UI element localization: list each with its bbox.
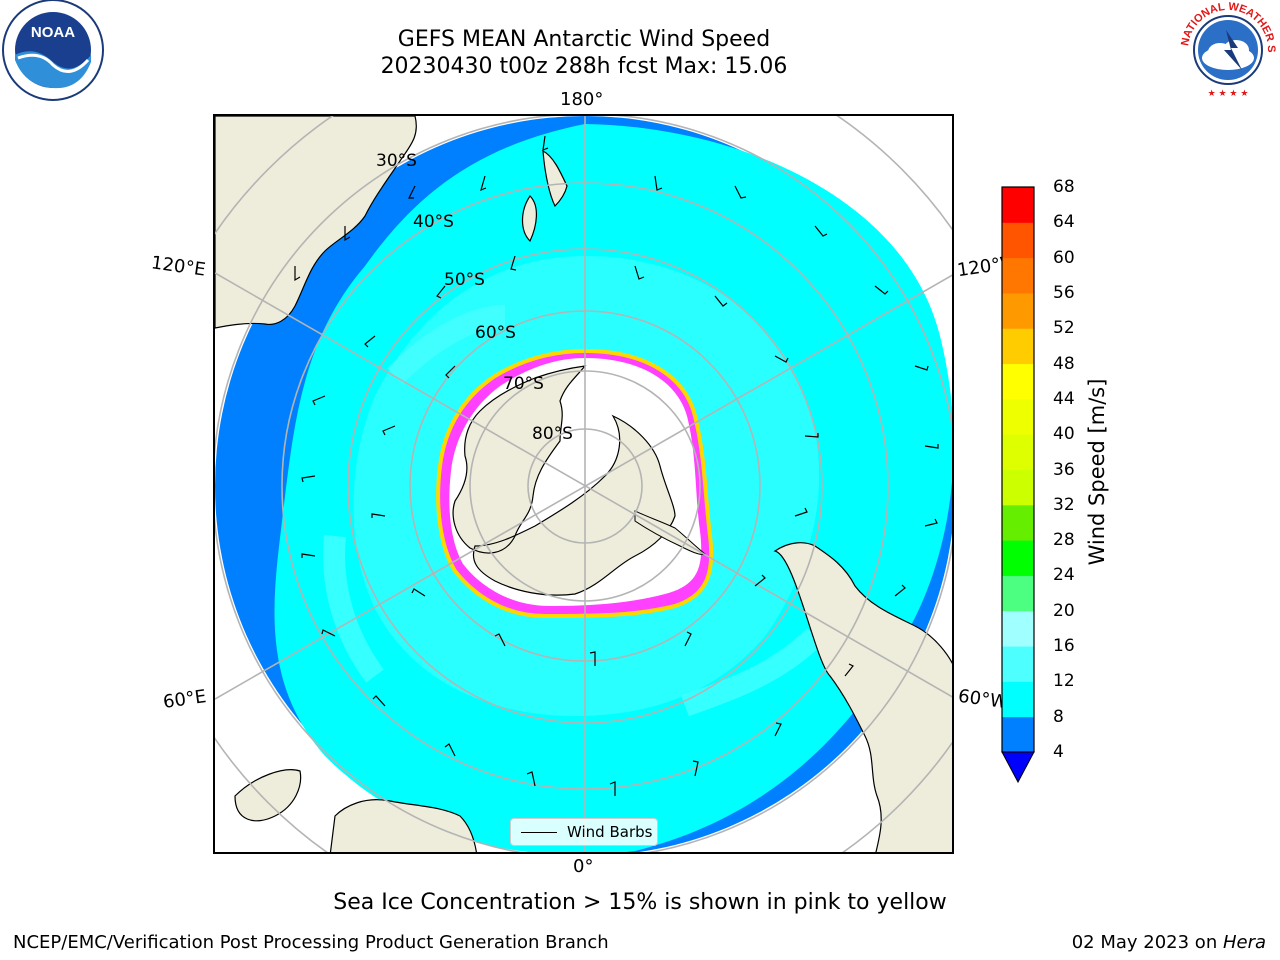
legend-line-swatch	[521, 831, 557, 833]
sea-ice-note: Sea Ice Concentration > 15% is shown in …	[333, 890, 947, 915]
colorbar-bin-56-60	[1002, 257, 1034, 294]
colorbar-tick-64: 64	[1053, 212, 1075, 233]
map-svg	[215, 116, 952, 852]
colorbar-bin-32-36	[1002, 469, 1034, 506]
wind-barbs	[294, 135, 939, 796]
footer-date: 02 May 2023 on Hera	[1072, 932, 1266, 953]
madagascar-land	[234, 769, 302, 822]
colorbar-bin-20-24	[1002, 575, 1034, 612]
antarctica-layer	[436, 348, 714, 619]
lon-label-bottom: 0°	[573, 856, 594, 877]
noaa-logo-text: NOAA	[31, 24, 75, 41]
colorbar-tick-68: 68	[1053, 177, 1075, 197]
lat-label-50s: 50°S	[444, 270, 485, 290]
map-legend: Wind Barbs	[510, 818, 658, 846]
colorbar-tick-28: 28	[1053, 530, 1075, 551]
footer-date-text: 02 May 2023 on	[1071, 932, 1223, 953]
lat-label-70s: 70°S	[503, 374, 544, 394]
meridian-120-300	[215, 274, 952, 700]
footer-credit: NCEP/EMC/Verification Post Processing Pr…	[13, 932, 609, 953]
colorbar-bin-16-20	[1002, 610, 1034, 647]
colorbar	[1001, 186, 1035, 784]
colorbar-tick-8: 8	[1053, 706, 1064, 727]
colorbar-tick-32: 32	[1053, 494, 1075, 515]
colorbar-bin-24-28	[1002, 540, 1034, 576]
colorbar-tick-20: 20	[1053, 600, 1075, 621]
colorbar-tick-48: 48	[1053, 353, 1075, 374]
colorbar-bin-28-32	[1002, 504, 1034, 541]
colorbar-bin-12-16	[1002, 646, 1034, 682]
colorbar-tick-12: 12	[1053, 671, 1075, 692]
legend-label-wind-barbs: Wind Barbs	[567, 823, 653, 841]
colorbar-bins	[1002, 187, 1034, 753]
colorbar-tick-16: 16	[1053, 636, 1075, 657]
colorbar-tick-44: 44	[1053, 388, 1075, 409]
lon-label-top: 180°	[560, 89, 604, 110]
lon-label-upper-left: 120°E	[149, 252, 207, 281]
colorbar-tick-52: 52	[1053, 318, 1075, 339]
colorbar-bin-8-12	[1002, 681, 1034, 718]
lat-label-40s: 40°S	[413, 212, 454, 232]
colorbar-bin-64-68	[1002, 187, 1034, 223]
map-area	[213, 114, 954, 854]
colorbar-bin-48-52	[1002, 328, 1034, 365]
footer-machine: Hera	[1222, 932, 1266, 953]
chart-title: GEFS MEAN Antarctic Wind Speed	[397, 27, 771, 52]
colorbar-outline	[1001, 186, 1035, 753]
colorbar-bin-44-48	[1002, 363, 1034, 400]
lon-label-lower-left: 60°E	[161, 686, 208, 713]
colorbar-tick-40: 40	[1053, 424, 1075, 445]
colorbar-tick-36: 36	[1053, 459, 1075, 480]
colorbar-label: Wind Speed [m/s]	[1085, 378, 1109, 566]
chart-subtitle-run: 20230430 t00z 288h fcst Max: 15.06	[380, 54, 788, 79]
graticule	[215, 116, 952, 852]
colorbar-bin-4-8	[1002, 716, 1034, 753]
lat-label-80s: 80°S	[532, 424, 573, 444]
new-zealand-land	[521, 149, 568, 243]
lat-label-60s: 60°S	[475, 323, 516, 343]
colorbar-bin-40-44	[1002, 398, 1034, 435]
colorbar-under-arrow	[1001, 751, 1035, 784]
colorbar-tick-60: 60	[1053, 247, 1075, 268]
antarctica-land	[452, 365, 676, 596]
noaa-logo: NOAA	[2, 0, 104, 101]
australia-land	[215, 116, 417, 329]
colorbar-tick-4: 4	[1053, 742, 1064, 762]
colorbar-bin-52-56	[1002, 292, 1034, 329]
colorbar-bin-36-40	[1002, 434, 1034, 470]
nws-logo: NATIONAL WEATHER SERVICE ★ ★ ★ ★	[1176, 0, 1277, 99]
lat-label-30s: 30°S	[376, 151, 417, 171]
colorbar-bin-60-64	[1002, 222, 1034, 259]
colorbar-tick-56: 56	[1053, 282, 1075, 303]
africa-land	[329, 799, 477, 852]
colorbar-tick-24: 24	[1053, 565, 1075, 586]
svg-text:★ ★ ★ ★: ★ ★ ★ ★	[1208, 89, 1249, 99]
